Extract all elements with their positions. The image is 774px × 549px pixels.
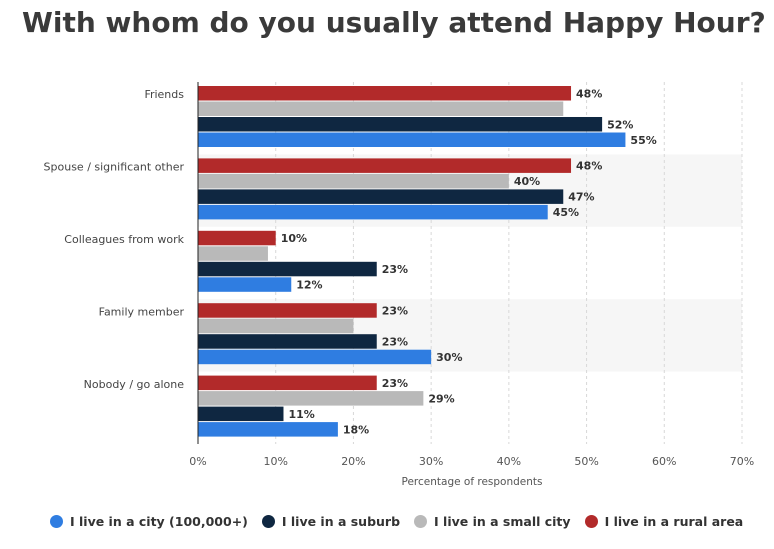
- legend-item[interactable]: I live in a city (100,000+): [50, 514, 248, 529]
- x-tick-label: 50%: [574, 455, 598, 468]
- value-label: 55%: [630, 134, 656, 147]
- chart-title: With whom do you usually attend Happy Ho…: [22, 6, 766, 39]
- bar: [198, 173, 509, 189]
- x-tick-label: 70%: [730, 455, 754, 468]
- bar: [198, 303, 377, 318]
- value-label: 18%: [343, 423, 369, 436]
- value-label: 12%: [296, 279, 322, 292]
- legend-label: I live in a suburb: [281, 514, 401, 529]
- bar: [198, 318, 354, 334]
- value-label: 48%: [576, 160, 602, 173]
- bars: [198, 86, 626, 437]
- x-tick-label: 20%: [341, 455, 365, 468]
- value-label: 23%: [382, 304, 408, 317]
- x-tick-labels: 0% 10% 20% 30% 40% 50% 60% 70%: [189, 455, 754, 468]
- legend-dot-icon: [50, 515, 63, 528]
- legend-item[interactable]: I live in a suburb: [261, 514, 401, 529]
- legend-dot-icon: [584, 515, 598, 528]
- value-label: 52%: [607, 118, 633, 131]
- category-label: Nobody / go alone: [84, 378, 185, 391]
- bar: [198, 261, 377, 277]
- legend-dot-icon: [261, 515, 275, 528]
- legend-label: I live in a small city: [434, 514, 571, 529]
- x-tick-label: 10%: [263, 455, 287, 468]
- x-tick-label: 30%: [419, 455, 443, 468]
- value-label: 11%: [288, 408, 314, 421]
- bar: [198, 334, 377, 349]
- legend-dot-icon: [414, 515, 428, 528]
- bar: [198, 189, 564, 204]
- category-label: Friends: [144, 88, 184, 101]
- x-axis-title: Percentage of respondents: [402, 476, 543, 488]
- bar: [198, 132, 626, 147]
- bar: [198, 349, 432, 365]
- value-label: 40%: [514, 175, 540, 188]
- category-label: Colleagues from work: [64, 233, 184, 246]
- category-label: Spouse / significant other: [44, 161, 185, 174]
- legend: I live in a city (100,000+) I live in a s…: [50, 514, 757, 529]
- bar: [198, 422, 338, 437]
- value-label: 47%: [568, 191, 594, 204]
- bar: [198, 101, 564, 116]
- bar: [198, 246, 268, 261]
- bar: [198, 204, 548, 220]
- bar: [198, 230, 276, 246]
- x-tick-label: 60%: [652, 455, 676, 468]
- bar: [198, 277, 292, 292]
- value-label: 10%: [281, 232, 307, 245]
- bar: [198, 86, 572, 101]
- bar: [198, 391, 424, 406]
- category-labels: Friends Spouse / significant other Colleag…: [44, 88, 185, 391]
- value-label: 23%: [382, 377, 408, 390]
- value-label: 23%: [382, 263, 408, 276]
- category-label: Family member: [99, 305, 185, 318]
- x-tick-label: 0%: [189, 455, 206, 468]
- legend-item[interactable]: I live in a rural area: [584, 514, 744, 529]
- x-tick-label: 40%: [497, 455, 521, 468]
- value-label: 23%: [382, 335, 408, 348]
- bar: [198, 375, 377, 391]
- value-label: 29%: [428, 392, 454, 405]
- value-labels: 48% 52% 55% 48% 40% 47% 45% 10% 23% 12% 23% 23% 30% 2…: [281, 87, 657, 436]
- legend-item[interactable]: I live in a small city: [414, 514, 571, 529]
- bar: [198, 406, 284, 422]
- legend-label: I live in a rural area: [604, 514, 744, 529]
- bar: [198, 158, 572, 173]
- value-label: 30%: [436, 351, 462, 364]
- value-label: 48%: [576, 87, 602, 100]
- bar: [198, 117, 603, 132]
- value-label: 45%: [553, 206, 579, 219]
- legend-label: I live in a city (100,000+): [70, 514, 248, 529]
